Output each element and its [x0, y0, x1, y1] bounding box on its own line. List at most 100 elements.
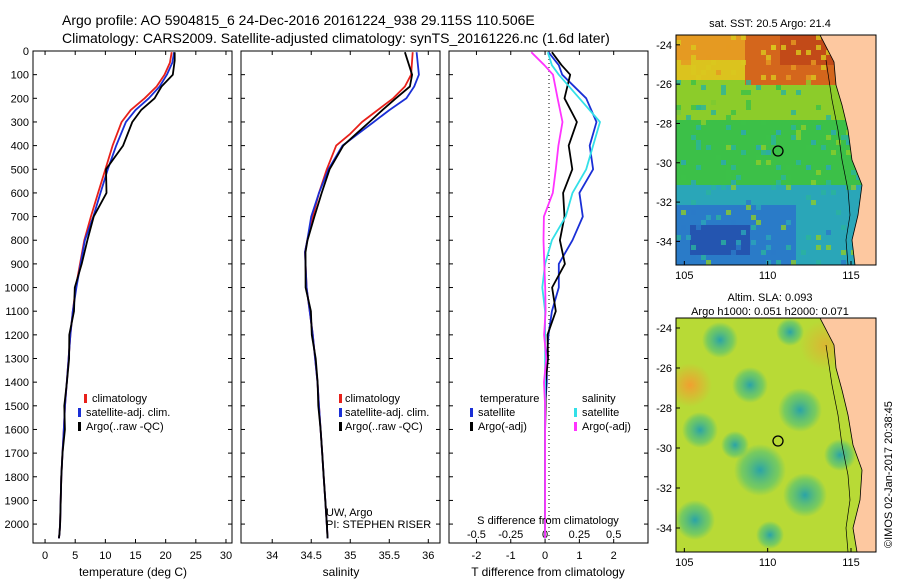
legend-swatch-argo — [339, 422, 342, 431]
x-tick-label: 25 — [190, 550, 202, 562]
temperature-legend: climatology satellite-adj. clim. Argo(..… — [78, 393, 170, 433]
depth-tick-label: 300 — [11, 117, 29, 129]
temperature-ticks: 0 5 10 15 20 25 30 — [33, 50, 232, 562]
s-tick-label: -0.5 — [467, 529, 486, 541]
legend-group-salinity: salinity — [582, 393, 616, 405]
sst-map: 105 110 115 -24 -26 -28 -30 -32 -34 — [656, 34, 877, 282]
legend-label-satellite: satellite-adj. clim. — [345, 407, 429, 419]
argo-float-marker — [772, 435, 784, 447]
x-tick-label: 34.5 — [301, 550, 322, 562]
series-line-argo-raw-qc- — [58, 52, 176, 539]
legend-swatch-argo — [78, 422, 81, 431]
shelf-contour — [825, 59, 851, 265]
legend-swatch-satellite — [78, 408, 81, 417]
depth-tick-label: 1000 — [5, 283, 29, 295]
depth-tick-label: 100 — [11, 70, 29, 82]
depth-tick-label: 400 — [11, 141, 29, 153]
depth-tick-label: 500 — [11, 164, 29, 176]
s-tick-label: -0.25 — [498, 529, 523, 541]
map-x-tick-label: 115 — [842, 270, 860, 282]
s-tick-label: 0.5 — [606, 529, 621, 541]
x-tick-label: 30 — [220, 550, 232, 562]
map-x-tick-label: 115 — [842, 557, 860, 569]
depth-tick-label: 1200 — [5, 330, 29, 342]
depth-tick-label: 1500 — [5, 401, 29, 413]
x-tick-label: 36 — [422, 550, 434, 562]
map-y-tick-label: -30 — [656, 158, 672, 170]
credit-text: ©IMOS 02-Jan-2017 20:38:45 — [883, 401, 895, 548]
legend-label-sal-argo: Argo(-adj) — [582, 421, 631, 433]
legend-swatch-temp-argo — [470, 422, 473, 431]
map-y-tick-label: -24 — [656, 323, 672, 335]
temperature-lines — [58, 52, 176, 539]
depth-tick-labels: 0 100 200 300 400 500 600 700 800 900 1000 1100 1200… — [5, 46, 29, 531]
legend-label-sal-satellite: satellite — [582, 407, 619, 419]
x-tick-label: -1 — [506, 550, 516, 562]
sst-map-title: sat. SST: 20.5 Argo: 21.4 — [709, 18, 831, 30]
salinity-xlabel: salinity — [323, 565, 360, 579]
sst-map-ticks: 105 110 115 -24 -26 -28 -30 -32 -34 — [656, 40, 860, 282]
s-tick-label: 0.25 — [569, 529, 590, 541]
map-y-tick-label: -28 — [656, 118, 672, 130]
salinity-legend: climatology satellite-adj. clim. Argo(..… — [339, 393, 429, 433]
legend-swatch-sal-argo — [574, 422, 577, 431]
difference-lines — [530, 51, 601, 539]
depth-tick-label: 1800 — [5, 472, 29, 484]
map-y-tick-label: -26 — [656, 363, 672, 375]
x-tick-label: 35.5 — [379, 550, 400, 562]
difference-top-xlabel: S difference from climatology — [477, 515, 619, 527]
depth-tick-label: 2000 — [5, 519, 29, 531]
map-y-tick-label: -26 — [656, 79, 672, 91]
legend-swatch-temp-satellite — [470, 408, 473, 417]
depth-tick-label: 1700 — [5, 448, 29, 460]
sla-map-title: Altim. SLA: 0.093 — [728, 292, 813, 304]
sla-map-subtitle: Argo h1000: 0.051 h2000: 0.071 — [691, 306, 849, 318]
difference-panel: -2 -1 0 1 2-0.5 -0.25 0 0.25 0.5 S difference fr… — [448, 50, 649, 579]
difference-legend: temperature satellite Argo(-adj) salinit… — [470, 393, 631, 433]
map-x-tick-label: 110 — [759, 270, 777, 282]
depth-tick-label: 0 — [23, 46, 29, 58]
map-x-tick-label: 105 — [675, 270, 693, 282]
legend-label-argo: Argo(..raw -QC) — [345, 421, 423, 433]
x-tick-label: -2 — [472, 550, 482, 562]
salinity-lines — [304, 51, 420, 539]
legend-label-satellite: satellite-adj. clim. — [86, 407, 170, 419]
depth-tick-label: 900 — [11, 259, 29, 271]
depth-tick-label: 1300 — [5, 354, 29, 366]
sla-map: 105 110 115 -24 -26 -28 -30 -32 -34 — [656, 317, 877, 569]
legend-group-temperature: temperature — [480, 393, 539, 405]
depth-tick-label: 1900 — [5, 495, 29, 507]
x-tick-label: 15 — [129, 550, 141, 562]
x-tick-label: 1 — [576, 550, 582, 562]
difference-xlabel: T difference from climatology — [471, 565, 625, 579]
x-tick-label: 5 — [72, 550, 78, 562]
legend-label-climatology: climatology — [345, 393, 401, 405]
map-y-tick-label: -34 — [656, 236, 672, 248]
depth-tick-label: 700 — [11, 212, 29, 224]
depth-tick-label: 800 — [11, 235, 29, 247]
legend-label-argo: Argo(..raw -QC) — [86, 421, 164, 433]
legend-swatch-climatology — [84, 394, 87, 403]
shelf-contour — [825, 344, 851, 552]
argo-float-marker — [772, 145, 784, 157]
header-line2: Climatology: CARS2009. Satellite-adjuste… — [62, 30, 610, 46]
map-y-tick-label: -34 — [656, 523, 672, 535]
legend-swatch-sal-satellite — [574, 408, 577, 417]
x-tick-label: 2 — [611, 550, 617, 562]
map-y-tick-label: -28 — [656, 403, 672, 415]
map-y-tick-label: -30 — [656, 443, 672, 455]
series-line-argo-raw-qc- — [304, 51, 414, 539]
australia-coast — [819, 318, 876, 552]
series-line-salinity-argo-adj- — [530, 51, 564, 539]
australia-coast — [819, 35, 876, 265]
sla-map-ticks: 105 110 115 -24 -26 -28 -30 -32 -34 — [656, 323, 860, 569]
depth-tick-label: 1400 — [5, 377, 29, 389]
x-tick-label: 35 — [344, 550, 356, 562]
map-y-tick-label: -32 — [656, 197, 672, 209]
x-tick-label: 10 — [99, 550, 111, 562]
depth-tick-label: 600 — [11, 188, 29, 200]
map-x-tick-label: 105 — [675, 557, 693, 569]
map-y-tick-label: -24 — [656, 40, 672, 52]
depth-tick-label: 1100 — [5, 306, 29, 318]
